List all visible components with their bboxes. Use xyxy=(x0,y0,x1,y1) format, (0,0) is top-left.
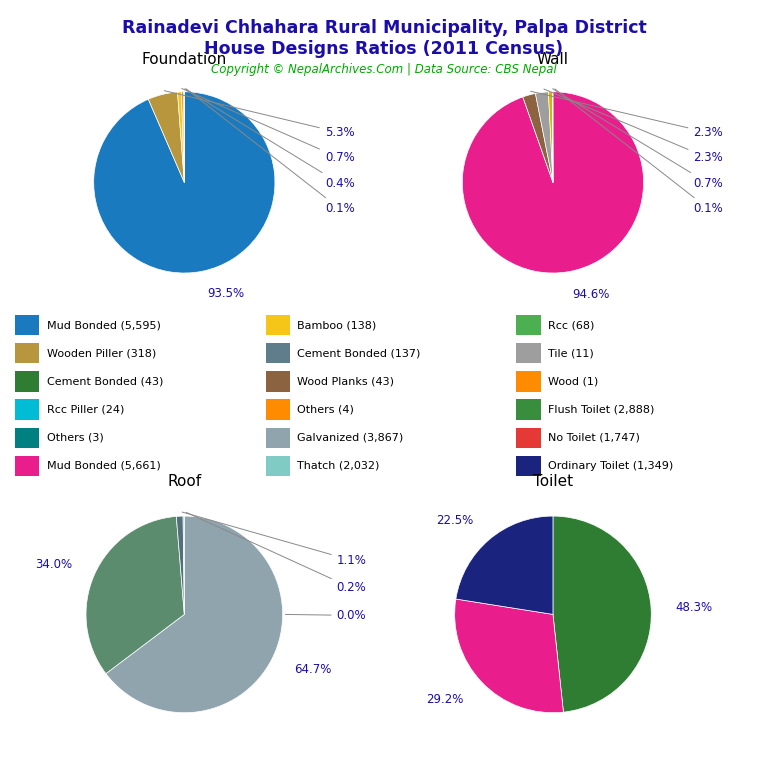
Wedge shape xyxy=(523,94,553,183)
Text: Thatch (2,032): Thatch (2,032) xyxy=(297,461,380,471)
Text: Mud Bonded (5,595): Mud Bonded (5,595) xyxy=(47,320,161,330)
Bar xyxy=(15,315,39,336)
Text: Wood Planks (43): Wood Planks (43) xyxy=(297,376,395,386)
Bar xyxy=(15,371,39,392)
Text: Others (4): Others (4) xyxy=(297,405,354,415)
Title: Wall: Wall xyxy=(537,51,569,67)
Text: Bamboo (138): Bamboo (138) xyxy=(297,320,376,330)
Bar xyxy=(266,455,290,476)
Wedge shape xyxy=(148,92,184,183)
Text: Rcc (68): Rcc (68) xyxy=(548,320,594,330)
Bar xyxy=(15,399,39,420)
Text: 94.6%: 94.6% xyxy=(572,287,610,300)
Bar xyxy=(516,371,541,392)
Text: 2.3%: 2.3% xyxy=(531,91,723,139)
Bar xyxy=(516,343,541,363)
Text: Mud Bonded (5,661): Mud Bonded (5,661) xyxy=(47,461,161,471)
Bar xyxy=(15,343,39,363)
Text: 48.3%: 48.3% xyxy=(676,601,713,614)
Text: 0.4%: 0.4% xyxy=(185,89,355,190)
Title: Foundation: Foundation xyxy=(141,51,227,67)
Bar xyxy=(266,343,290,363)
Title: Roof: Roof xyxy=(167,474,201,489)
Text: No Toilet (1,747): No Toilet (1,747) xyxy=(548,432,640,443)
Text: House Designs Ratios (2011 Census): House Designs Ratios (2011 Census) xyxy=(204,40,564,58)
Text: 5.3%: 5.3% xyxy=(164,91,354,139)
Text: 0.1%: 0.1% xyxy=(186,89,355,215)
Text: 0.7%: 0.7% xyxy=(182,88,355,164)
Bar xyxy=(266,315,290,336)
Text: Galvanized (3,867): Galvanized (3,867) xyxy=(297,432,404,443)
Bar xyxy=(516,428,541,448)
Wedge shape xyxy=(177,516,184,614)
Wedge shape xyxy=(548,92,553,183)
Bar xyxy=(15,455,39,476)
Bar xyxy=(516,455,541,476)
Text: Ordinary Toilet (1,349): Ordinary Toilet (1,349) xyxy=(548,461,674,471)
Text: 2.3%: 2.3% xyxy=(544,89,723,164)
Text: Wooden Piller (318): Wooden Piller (318) xyxy=(47,348,156,359)
Wedge shape xyxy=(553,516,651,712)
Text: Others (3): Others (3) xyxy=(47,432,104,443)
Title: Toilet: Toilet xyxy=(533,474,573,489)
Text: 0.0%: 0.0% xyxy=(286,609,366,622)
Text: Tile (11): Tile (11) xyxy=(548,348,594,359)
Text: 29.2%: 29.2% xyxy=(426,693,464,706)
Text: Copyright © NepalArchives.Com | Data Source: CBS Nepal: Copyright © NepalArchives.Com | Data Sou… xyxy=(211,63,557,76)
Text: 22.5%: 22.5% xyxy=(436,515,473,528)
Text: Flush Toilet (2,888): Flush Toilet (2,888) xyxy=(548,405,654,415)
Text: 0.1%: 0.1% xyxy=(554,89,723,215)
Bar xyxy=(15,428,39,448)
Wedge shape xyxy=(94,92,275,273)
Bar xyxy=(516,315,541,336)
Text: Cement Bonded (137): Cement Bonded (137) xyxy=(297,348,421,359)
Bar xyxy=(266,371,290,392)
Text: Rainadevi Chhahara Rural Municipality, Palpa District: Rainadevi Chhahara Rural Municipality, P… xyxy=(121,19,647,37)
Bar xyxy=(516,399,541,420)
Wedge shape xyxy=(106,516,283,713)
Bar xyxy=(266,399,290,420)
Text: Cement Bonded (43): Cement Bonded (43) xyxy=(47,376,163,386)
Text: Rcc Piller (24): Rcc Piller (24) xyxy=(47,405,124,415)
Text: 93.5%: 93.5% xyxy=(207,286,244,300)
Wedge shape xyxy=(455,599,564,713)
Text: 34.0%: 34.0% xyxy=(35,558,72,571)
Wedge shape xyxy=(181,92,184,183)
Text: 0.7%: 0.7% xyxy=(553,89,723,190)
Wedge shape xyxy=(456,516,553,614)
Bar xyxy=(266,428,290,448)
Text: Wood (1): Wood (1) xyxy=(548,376,598,386)
Wedge shape xyxy=(86,516,184,674)
Text: 64.7%: 64.7% xyxy=(294,663,332,676)
Text: 0.2%: 0.2% xyxy=(186,512,366,594)
Wedge shape xyxy=(183,516,184,614)
Wedge shape xyxy=(462,92,644,273)
Wedge shape xyxy=(177,92,184,183)
Text: 1.1%: 1.1% xyxy=(182,512,366,567)
Wedge shape xyxy=(535,92,553,183)
